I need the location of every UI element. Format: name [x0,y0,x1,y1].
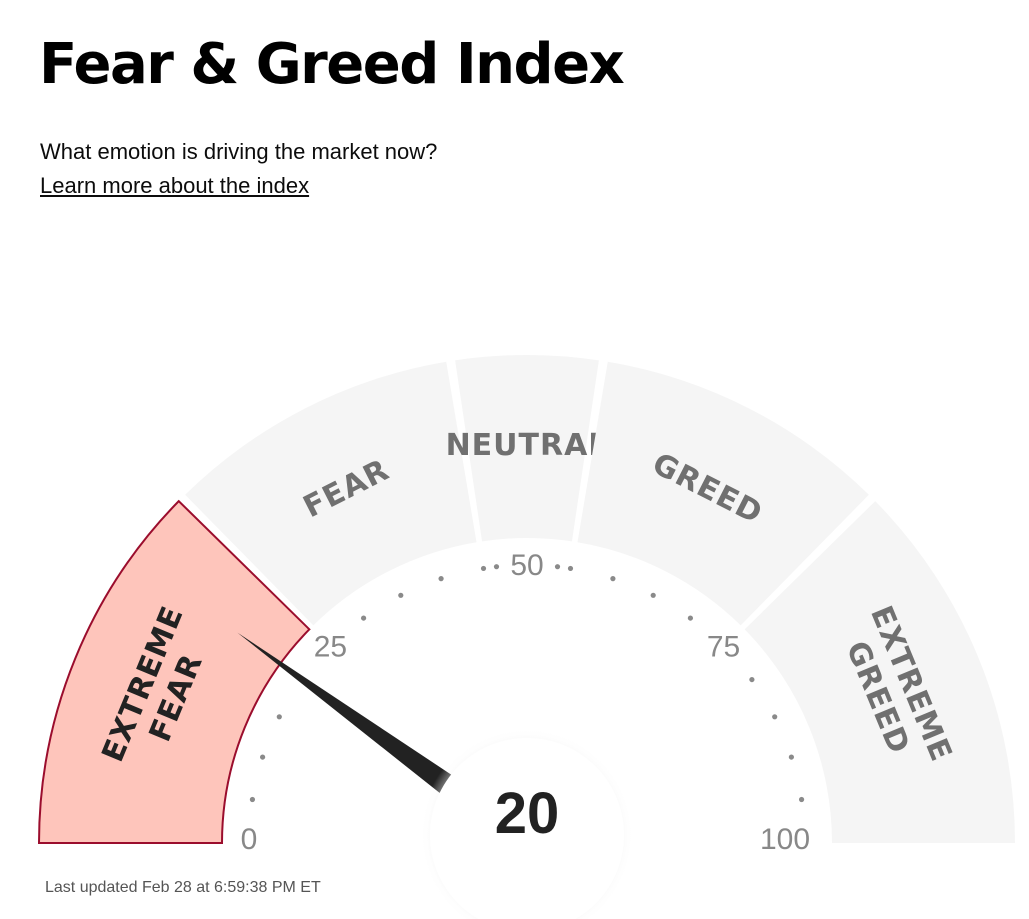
zone-extreme-fear [37,499,311,844]
scale-tick [610,576,616,582]
scale-tick [480,565,487,572]
page-title: Fear & Greed Index [39,32,625,97]
scale-tick [567,565,574,572]
scale-tick [260,754,266,760]
gauge-hub [430,738,624,919]
zone-extreme-greed [744,501,1015,843]
gauge-scale: 0 25 50 75 100 [241,549,810,856]
scale-tick [687,615,694,621]
zone-greed [577,361,869,626]
scale-tick [493,564,500,570]
last-updated-timestamp: Last updated Feb 28 at 6:59:38 PM ET [45,879,321,896]
scale-label-25: 25 [314,630,347,663]
gauge-value: 20 [495,781,560,846]
scale-tick [554,564,561,570]
scale-tick [398,592,404,598]
scale-label-100: 100 [760,823,810,856]
scale-label-0: 0 [241,823,258,856]
scale-tick [276,714,282,720]
scale-tick [772,714,778,720]
zone-fear [185,361,477,626]
scale-tick [360,615,367,621]
zone-neutral [455,355,599,542]
scale-tick [650,592,656,598]
scale-tick [438,576,444,582]
scale-tick [788,754,794,760]
scale-tick [798,796,805,803]
gauge-needle [237,632,476,811]
gauge-needle-group: 20 [237,632,634,919]
scale-tick [749,676,755,683]
learn-more-link[interactable]: Learn more about the index [40,173,310,198]
page-subtitle: What emotion is driving the market now? [40,139,438,164]
scale-tick [249,796,256,803]
scale-label-50: 50 [510,549,543,582]
zone-label-neutral: NEUTRAL [446,428,609,463]
scale-label-75: 75 [707,630,740,663]
